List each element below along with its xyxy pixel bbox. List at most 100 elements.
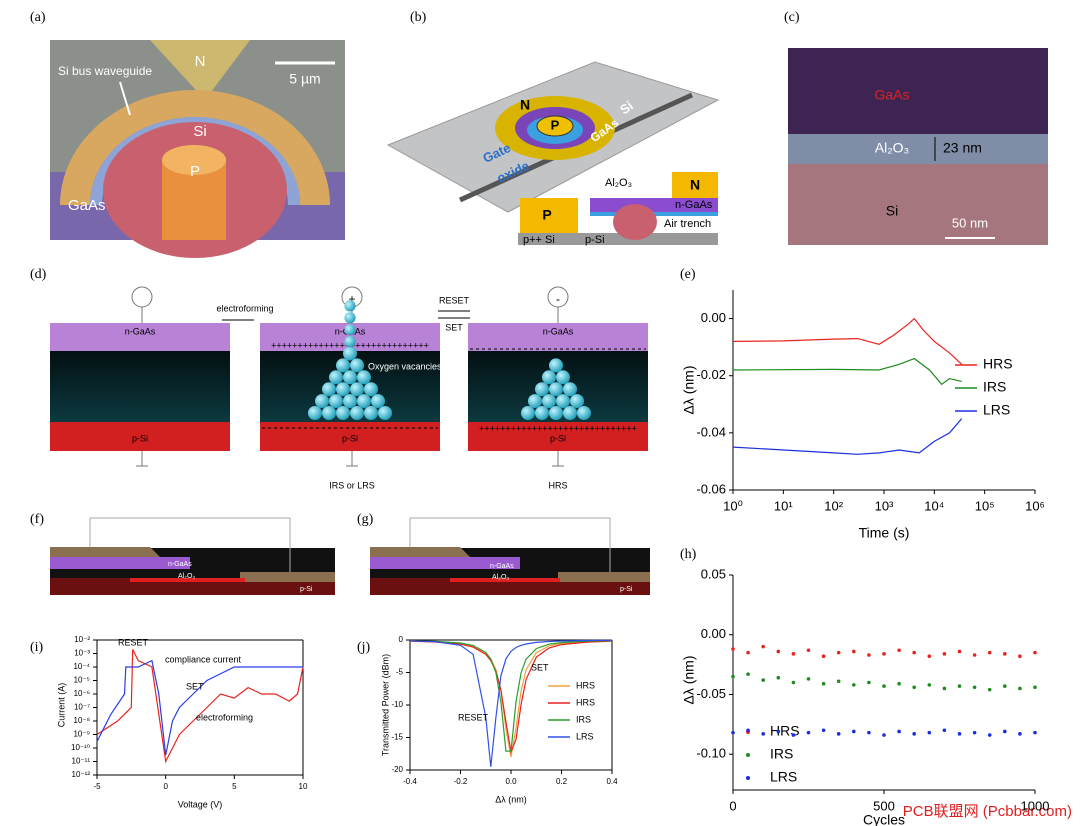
y-tick-label: -0.04 — [696, 424, 726, 439]
annotation: SET — [531, 662, 549, 672]
vacancy — [322, 382, 336, 397]
legend-label: IRS — [576, 714, 591, 724]
point — [912, 685, 916, 690]
x-axis-label: Voltage (V) — [178, 799, 223, 809]
vacancy — [549, 382, 563, 397]
y-axis-label: Δλ (nm) — [681, 655, 697, 704]
y-tick-label: 10⁻⁷ — [74, 703, 90, 712]
si-layer — [788, 164, 1048, 245]
x-axis-label: Δλ (nm) — [495, 794, 527, 804]
vacancy — [549, 358, 563, 373]
label: p-Si — [620, 586, 633, 593]
vacancy — [364, 406, 378, 420]
label: p-Si — [342, 433, 358, 443]
label: Al₂O₃ — [605, 177, 632, 189]
point — [972, 730, 977, 735]
legend-label: HRS — [770, 723, 800, 739]
point — [942, 686, 947, 691]
point — [882, 684, 886, 688]
point — [776, 729, 781, 734]
vacancy — [343, 346, 357, 361]
vacancy — [521, 406, 535, 420]
point — [1018, 732, 1022, 736]
y-tick-label: -0.10 — [696, 746, 726, 761]
x-tick-label: 10¹ — [774, 498, 793, 513]
panel-label: (j) — [357, 640, 371, 655]
point — [867, 680, 871, 685]
y-tick-label: 0 — [399, 635, 404, 644]
y-tick-label: -5 — [396, 668, 404, 677]
panel-label: (a) — [30, 10, 46, 25]
legend-label: HRS — [576, 697, 595, 707]
oxide-layer — [788, 134, 1048, 164]
point — [957, 684, 962, 688]
label: N — [690, 177, 700, 193]
point — [806, 677, 811, 681]
vacancy — [542, 394, 556, 409]
point — [746, 650, 750, 655]
scale-label: 50 nm — [952, 215, 988, 230]
point — [957, 649, 962, 654]
panel-label: (f) — [30, 512, 44, 527]
legend-label: HRS — [983, 356, 1013, 372]
vacancy — [315, 394, 329, 409]
x-axis-label: Cycles — [863, 812, 905, 826]
x-tick-label: -5 — [93, 782, 101, 791]
point — [897, 681, 901, 686]
panel-b: N P GaAs Si Gate oxide P N Al₂O₃ n-GaAs … — [386, 61, 720, 246]
y-tick-label: 10⁻¹¹ — [72, 757, 91, 766]
x-tick-label: 10⁶ — [1025, 498, 1045, 513]
watermark: PCB联盟网 (Pcbbar.com) — [903, 803, 1072, 820]
point — [927, 730, 932, 735]
vacancy — [549, 406, 563, 420]
point — [927, 654, 932, 659]
vacancy — [308, 406, 322, 420]
x-tick-label: 10⁵ — [975, 498, 995, 513]
legend-label: HRS — [576, 680, 595, 690]
label: n-GaAs — [543, 326, 574, 336]
y-axis-label: Current (A) — [56, 683, 66, 728]
point — [987, 733, 992, 737]
y-axis-label: Transmitted Power (dBm) — [380, 654, 390, 756]
vacancy — [570, 394, 584, 409]
point — [836, 679, 841, 684]
point — [882, 652, 886, 656]
vacancy — [542, 370, 556, 385]
label: P — [542, 207, 551, 223]
point — [897, 729, 901, 734]
point — [1003, 729, 1007, 734]
vacancy — [371, 394, 385, 409]
panel-label: (b) — [410, 10, 427, 25]
point — [897, 648, 901, 653]
series-line — [732, 418, 963, 455]
label: n-GaAs — [675, 199, 713, 211]
label: IRS or LRS — [329, 480, 375, 490]
x-tick-label: 0.2 — [556, 777, 568, 786]
label: GaAs — [68, 197, 106, 214]
vacancy — [357, 394, 371, 409]
annotation: compliance current — [165, 654, 242, 664]
cell — [50, 286, 230, 467]
vacancy — [350, 406, 364, 420]
label: 23 nm — [943, 140, 982, 156]
vacancy — [535, 406, 549, 420]
vacancy — [343, 394, 357, 409]
vacancy — [336, 406, 350, 420]
vacancy — [556, 370, 570, 385]
vacancy — [344, 300, 356, 312]
x-tick-label: -0.4 — [403, 777, 417, 786]
inset-n — [672, 172, 718, 198]
chart: -5 0 5 10 10⁻¹² 10⁻¹¹ 10⁻¹⁰ 10⁻⁹ 10⁻⁸ 10⁻⁷ 10⁻⁶ 10⁻… — [56, 635, 308, 809]
x-tick-label: 1000 — [1021, 798, 1050, 813]
vacancy — [528, 394, 542, 409]
panel-f: n-GaAs Al₂O₃ p-Si — [50, 517, 335, 595]
point — [987, 687, 992, 692]
annotation: RESET — [118, 637, 149, 647]
vacancy — [343, 370, 357, 385]
label: P — [190, 163, 200, 180]
x-tick-label: 500 — [873, 798, 895, 813]
series-line — [732, 357, 962, 386]
point — [761, 644, 765, 649]
panel-c: GaAs Al₂O₃ 23 nm Si 50 nm — [788, 48, 1048, 245]
